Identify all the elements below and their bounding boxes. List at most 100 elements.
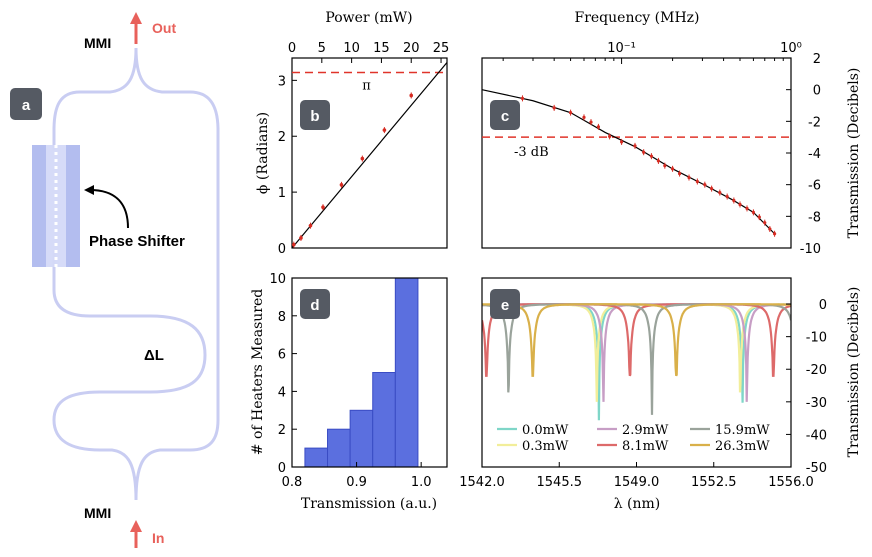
phase-data-point <box>409 93 414 98</box>
transmission-tick-label: -4 <box>808 147 821 162</box>
legend-label: 2.9mW <box>622 423 669 438</box>
frequency-data-point <box>738 202 742 207</box>
heaters-tick-label: 6 <box>278 348 286 363</box>
badge-d <box>300 289 330 319</box>
legend-label: 8.1mW <box>622 439 669 454</box>
heaters-tick-label: 10 <box>269 272 286 287</box>
out-label: Out <box>152 20 176 36</box>
transmission-au-tick-label: 1.0 <box>411 475 432 490</box>
frequency-axis-title: Frequency (MHz) <box>574 10 699 26</box>
transmission-db-axis-title-e: Transmission (Decibels) <box>846 287 862 458</box>
histogram-bar <box>304 447 329 468</box>
in-label: In <box>152 530 164 546</box>
panel-a-diagram: MMI Out MMI In Phase Shifter ΔL a <box>10 12 220 548</box>
frequency-data-point <box>520 96 525 100</box>
frequency-data-point <box>732 198 736 203</box>
transmission-db-axis-title-c: Transmission (Decibels) <box>846 68 862 239</box>
waveguide-top-merge <box>52 47 138 150</box>
frequency-data-point <box>642 150 646 154</box>
waveguide-top-right <box>134 47 220 501</box>
transmission-tick-label: 2 <box>813 52 821 67</box>
phase-data-point <box>321 205 325 210</box>
legend-label: 15.9mW <box>715 423 770 438</box>
spectrum-db-tick-label: -20 <box>806 363 827 378</box>
waveguide-left-arm <box>52 250 207 501</box>
phase-data-point <box>299 236 303 240</box>
spectrum-db-tick-label: -50 <box>806 461 827 476</box>
phi-tick-label: 2 <box>278 130 286 145</box>
badge-e <box>490 289 520 319</box>
minus-3db-label: -3 dB <box>514 145 549 160</box>
panel-e: 1542.0 1545.5 1549.0 1552.5 1556.0 0 -10 -20 -30… <box>459 277 862 512</box>
histogram-bar <box>372 372 396 468</box>
legend-label: 0.0mW <box>522 423 569 438</box>
spectrum-db-tick-label: -10 <box>806 331 827 346</box>
badge-a <box>10 88 42 120</box>
in-arrow-icon <box>130 520 142 532</box>
wavelength-tick-label: 1552.5 <box>691 475 737 490</box>
power-tick-label: 5 <box>318 41 326 56</box>
heaters-tick-label: 2 <box>278 423 286 438</box>
frequency-data-point <box>687 175 691 180</box>
panel-d: 0.8 0.9 1.0 0 2 4 6 8 10 Transmission (a.u.) # o… <box>250 272 448 512</box>
histogram-bar <box>349 409 374 468</box>
panel-b-frame <box>291 57 448 249</box>
badge-e-text: e <box>501 297 509 314</box>
heaters-tick-label: 0 <box>278 461 286 476</box>
transmission-tick-label: -8 <box>808 210 821 225</box>
frequency-tick-label: 10⁻¹ <box>607 41 636 56</box>
heaters-tick-label: 8 <box>278 310 286 325</box>
badge-c-text: c <box>501 108 509 125</box>
phase-data-point <box>291 242 296 247</box>
phase-data-point <box>339 183 344 187</box>
wavelength-axis-title: λ (nm) <box>614 496 661 512</box>
frequency-fit-line <box>481 89 776 235</box>
frequency-data-point <box>763 221 767 225</box>
spectrum-db-tick-label: -40 <box>806 428 827 443</box>
wavelength-tick-label: 1545.5 <box>537 475 583 490</box>
frequency-data-point <box>619 140 624 144</box>
transmission-tick-label: -10 <box>800 242 821 257</box>
wavelength-tick-label: 1542.0 <box>459 475 505 490</box>
top-mmi-label: MMI <box>84 35 111 51</box>
frequency-data-point <box>751 210 756 214</box>
frequency-data-point <box>589 120 593 124</box>
frequency-data-point <box>718 190 722 195</box>
phi-tick-label: 1 <box>278 186 286 201</box>
badge-b-text: b <box>310 108 319 125</box>
frequency-data-point <box>703 183 707 187</box>
frequency-data-point <box>677 171 682 176</box>
frequency-data-point <box>725 194 729 199</box>
power-tick-label: 10 <box>343 41 360 56</box>
phi-tick-label: 3 <box>278 74 286 89</box>
histogram-bar <box>394 277 419 468</box>
power-tick-label: 25 <box>433 41 450 56</box>
badge-a-text: a <box>22 97 31 114</box>
badge-d-text: d <box>310 297 319 314</box>
legend-label: 26.3mW <box>715 439 770 454</box>
transmission-au-tick-label: 0.8 <box>282 475 303 490</box>
phase-shifter-label: Phase Shifter <box>89 233 185 250</box>
wavelength-tick-label: 1556.0 <box>768 475 814 490</box>
phase-data-point <box>382 128 387 132</box>
pi-label: π <box>362 78 371 93</box>
frequency-data-point <box>582 115 586 119</box>
delta-l-label: ΔL <box>144 347 164 364</box>
legend-label: 0.3mW <box>522 439 569 454</box>
transmission-tick-label: 0 <box>813 84 821 99</box>
bottom-mmi-label: MMI <box>84 505 111 521</box>
power-tick-label: 20 <box>403 41 420 56</box>
heaters-axis-title: # of Heaters Measured <box>250 289 266 455</box>
frequency-data-point <box>552 106 556 110</box>
out-arrow-icon <box>130 12 142 24</box>
badge-b <box>300 100 330 130</box>
wavelength-tick-label: 1549.0 <box>614 475 660 490</box>
phase-data-point <box>360 156 365 161</box>
phase-data-point <box>308 223 313 228</box>
frequency-data-point <box>768 227 772 231</box>
spectrum-db-tick-label: 0 <box>819 298 827 313</box>
histogram-bar <box>327 428 351 468</box>
frequency-data-point <box>745 206 749 211</box>
frequency-data-point <box>596 125 601 129</box>
